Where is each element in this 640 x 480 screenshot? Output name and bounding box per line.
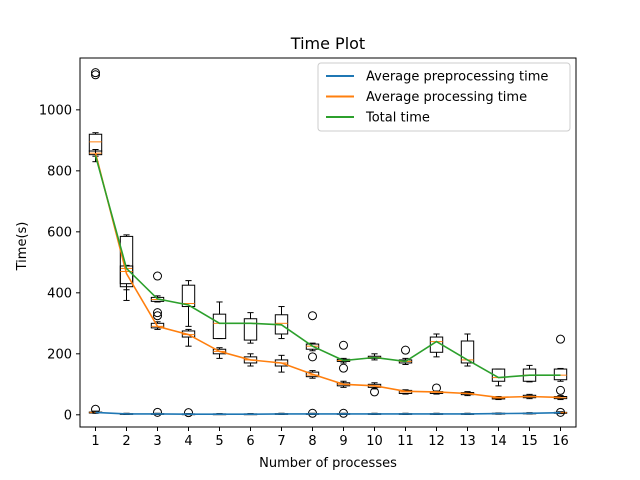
legend: Average preprocessing time Average proces… xyxy=(317,62,571,132)
box xyxy=(212,313,227,340)
flier-point xyxy=(339,340,348,350)
flier-point xyxy=(153,308,162,318)
x-tick-label: 3 xyxy=(153,434,161,449)
flier-point xyxy=(370,387,379,397)
box xyxy=(150,322,165,329)
boxplot xyxy=(88,68,103,163)
box xyxy=(181,330,196,338)
x-tick-label: 1 xyxy=(91,434,99,449)
y-axis-label: Time(s) xyxy=(15,222,30,272)
box xyxy=(553,368,568,381)
boxplot xyxy=(119,234,134,301)
flier-point xyxy=(91,68,100,78)
chart-title: Time Plot xyxy=(290,34,365,53)
flier-point xyxy=(153,311,162,321)
x-tick-label: 16 xyxy=(552,434,569,449)
box xyxy=(119,235,134,285)
legend-label: Average processing time xyxy=(366,90,527,105)
series-line xyxy=(95,411,561,416)
series-line xyxy=(94,155,561,379)
x-tick-label: 2 xyxy=(122,434,130,449)
axes-frame xyxy=(79,57,577,428)
x-tick-label: 4 xyxy=(184,434,192,449)
boxplot xyxy=(305,311,320,362)
flier-point xyxy=(339,363,348,373)
flier-point xyxy=(308,352,317,362)
box xyxy=(460,340,475,364)
y-tick-label: 1000 xyxy=(39,103,72,118)
y-tick-label: 0 xyxy=(64,408,72,423)
series-line xyxy=(94,152,561,399)
x-tick-label: 5 xyxy=(215,434,223,449)
legend-label: Average preprocessing time xyxy=(366,70,548,85)
flier-point xyxy=(153,407,162,417)
x-tick-label: 6 xyxy=(246,434,254,449)
x-tick-label: 14 xyxy=(490,434,507,449)
x-tick-label: 15 xyxy=(521,434,538,449)
legend-label: Total time xyxy=(365,111,430,126)
flier-point xyxy=(556,385,565,395)
flier-point xyxy=(556,334,565,344)
flier-point xyxy=(91,404,100,414)
plot-area xyxy=(88,68,568,418)
x-tick-label: 8 xyxy=(308,434,316,449)
x-tick-label: 11 xyxy=(397,434,414,449)
x-tick-label: 10 xyxy=(366,434,383,449)
x-tick-label: 12 xyxy=(428,434,445,449)
flier-point xyxy=(184,408,193,418)
x-tick-label: 13 xyxy=(459,434,476,449)
flier-point xyxy=(401,345,410,355)
box xyxy=(181,284,196,308)
y-tick-label: 800 xyxy=(47,164,72,179)
flier-point xyxy=(308,311,317,321)
box xyxy=(88,133,103,152)
box xyxy=(491,368,506,382)
x-tick-label: 9 xyxy=(339,434,347,449)
x-axis-label: Number of processes xyxy=(259,456,397,471)
y-tick-label: 200 xyxy=(47,347,72,362)
box xyxy=(243,318,258,341)
flier-point xyxy=(91,70,100,80)
flier-point xyxy=(153,271,162,281)
x-tick-label: 7 xyxy=(277,434,285,449)
legend-frame xyxy=(317,62,571,132)
y-tick-label: 400 xyxy=(47,286,72,301)
y-tick-label: 600 xyxy=(47,225,72,240)
box xyxy=(305,371,320,378)
